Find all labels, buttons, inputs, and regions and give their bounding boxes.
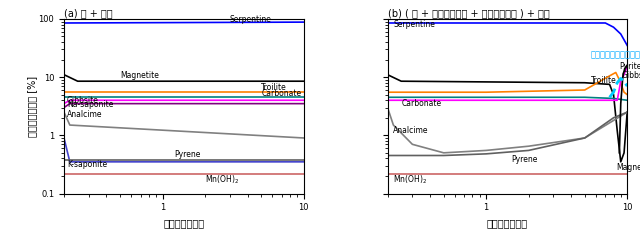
Text: Carbonate: Carbonate [261, 89, 301, 98]
Text: Analcime: Analcime [67, 110, 102, 118]
Text: Serpentine: Serpentine [394, 20, 435, 29]
Text: K-saponite: K-saponite [67, 160, 107, 169]
Text: Na-saponite: Na-saponite [67, 100, 113, 109]
X-axis label: 水と岩石の比率: 水と岩石の比率 [163, 218, 204, 228]
Text: Pyrene: Pyrene [174, 150, 200, 159]
Text: Gibbsite: Gibbsite [622, 72, 640, 80]
Y-axis label: 各鉱物の存在度 [%]: 各鉱物の存在度 [%] [27, 76, 37, 137]
Text: Mn(OH)$_2$: Mn(OH)$_2$ [205, 173, 239, 186]
Text: Troilite: Troilite [261, 83, 287, 92]
Text: Gibbsite: Gibbsite [67, 96, 99, 105]
Text: Troilite: Troilite [591, 76, 616, 85]
Text: Serpentine: Serpentine [230, 15, 272, 24]
Text: Mn(OH)$_2$: Mn(OH)$_2$ [394, 173, 428, 186]
Text: Pyrene: Pyrene [511, 155, 538, 164]
X-axis label: 水と岩石の比率: 水と岩石の比率 [487, 218, 528, 228]
Text: Carbonate: Carbonate [401, 99, 442, 108]
Text: (b) ( 水 + アンモニア氷 + ドライアイス ) + 岩石: (b) ( 水 + アンモニア氷 + ドライアイス ) + 岩石 [388, 8, 549, 18]
Text: (a) 水 + 岩石: (a) 水 + 岩石 [64, 8, 113, 18]
Text: Analcime: Analcime [394, 126, 429, 135]
Text: Magnetite: Magnetite [120, 72, 159, 80]
Text: Magnetite: Magnetite [616, 163, 640, 172]
Text: Pyrite: Pyrite [620, 62, 640, 71]
Text: アンモニアを含む層状珪酸塩: アンモニアを含む層状珪酸塩 [591, 50, 640, 59]
